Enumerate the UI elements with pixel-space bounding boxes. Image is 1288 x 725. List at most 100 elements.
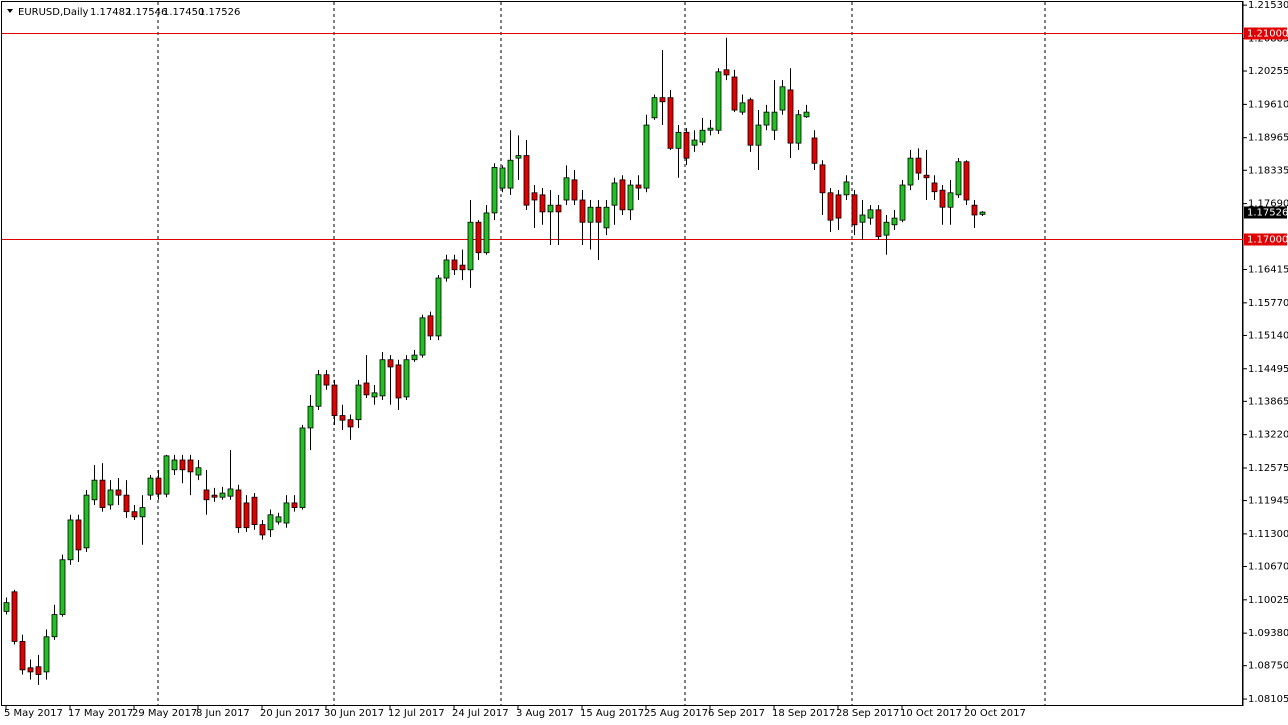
x-tick-label: 15 Aug 2017 <box>580 708 644 719</box>
y-tick-label: 1.20255 <box>1248 66 1288 77</box>
candle-body <box>483 212 490 254</box>
candle-body <box>555 204 562 213</box>
candle-body <box>27 667 34 673</box>
candle-body <box>875 209 882 238</box>
candle-body <box>467 221 474 271</box>
candle-body <box>59 559 66 615</box>
candle-body <box>459 264 466 271</box>
candle-body <box>611 182 618 206</box>
y-tick-label: 1.10025 <box>1248 595 1288 606</box>
y-tick-label: 1.17690 <box>1248 199 1288 210</box>
candle-body <box>931 182 938 193</box>
price-label-box <box>1244 27 1287 40</box>
candle-body <box>347 419 354 428</box>
menu-triangle[interactable] <box>7 9 13 13</box>
candle-body <box>243 502 250 529</box>
candle-body <box>11 591 18 642</box>
candle-body <box>691 139 698 146</box>
candle-body <box>755 124 762 146</box>
y-tick-label: 1.13865 <box>1248 396 1288 407</box>
price-label: 1.21000 <box>1247 29 1288 40</box>
candle-body <box>595 206 602 223</box>
x-tick-label: 10 Oct 2017 <box>900 708 962 719</box>
x-tick-label: 6 Sep 2017 <box>708 708 765 719</box>
candle-body <box>515 155 522 159</box>
candle-body <box>35 666 42 675</box>
candle-body <box>651 97 658 119</box>
candle-body <box>739 102 746 113</box>
candle-body <box>763 111 770 126</box>
candle-body <box>235 489 242 529</box>
candle-body <box>339 415 346 421</box>
candle-body <box>299 427 306 508</box>
y-tick-label: 1.13220 <box>1248 430 1288 441</box>
candle-body <box>571 179 578 201</box>
candle-body <box>99 479 106 508</box>
header-high: 1.17546 <box>126 7 167 18</box>
y-tick-label: 1.08750 <box>1248 661 1288 672</box>
y-tick-label: 1.14495 <box>1248 364 1288 375</box>
candle-body <box>731 76 738 111</box>
candle-body <box>659 97 666 103</box>
candle-body <box>435 277 442 337</box>
candle-body <box>619 179 626 211</box>
candle-body <box>179 459 186 471</box>
candle-body <box>507 159 514 189</box>
candle-body <box>251 496 258 526</box>
symbol-label: EURUSD,Daily <box>18 7 89 18</box>
price-label: 1.17000 <box>1247 235 1288 246</box>
candle-body <box>19 641 26 671</box>
candle-body <box>187 459 194 473</box>
candle-body <box>939 189 946 208</box>
candle-body <box>411 354 418 361</box>
candle-body <box>923 174 930 179</box>
candle-body <box>635 184 642 189</box>
candle-body <box>259 524 266 536</box>
candle-body <box>747 99 754 146</box>
header-open: 1.17482 <box>90 7 131 18</box>
candle-body <box>123 494 130 513</box>
candle-body <box>803 111 810 118</box>
x-tick-label: 17 May 2017 <box>68 708 133 719</box>
header-low: 1.17450 <box>163 7 204 18</box>
x-tick-label: 25 Aug 2017 <box>644 708 708 719</box>
candle-body <box>131 511 138 518</box>
candle-body <box>91 479 98 501</box>
candle-body <box>699 129 706 143</box>
y-tick-label: 1.21530 <box>1248 0 1288 11</box>
candle-body <box>827 192 834 221</box>
x-tick-label: 8 Jun 2017 <box>196 708 250 719</box>
y-tick-label: 1.15770 <box>1248 298 1288 309</box>
candle-body <box>475 221 482 254</box>
x-tick-label: 5 May 2017 <box>4 708 63 719</box>
candle-body <box>419 317 426 356</box>
candle-body <box>643 124 650 189</box>
candle-body <box>675 131 682 149</box>
candle-body <box>203 489 210 501</box>
candle-body <box>67 519 74 561</box>
header-close: 1.17526 <box>199 7 240 18</box>
candle-body <box>795 114 802 144</box>
x-tick-label: 24 Jul 2017 <box>452 708 509 719</box>
x-tick-label: 20 Jun 2017 <box>260 708 320 719</box>
candle-body <box>363 382 370 396</box>
candle-body <box>115 489 122 496</box>
x-tick-label: 28 Sep 2017 <box>836 708 899 719</box>
candle-body <box>155 477 162 495</box>
candle-body <box>83 494 90 549</box>
candle-body <box>811 137 818 164</box>
candle-body <box>715 71 722 131</box>
y-tick-label: 1.08105 <box>1248 694 1288 705</box>
candle-body <box>491 167 498 214</box>
x-tick-label: 12 Jul 2017 <box>388 708 445 719</box>
candle-body <box>683 131 690 159</box>
candle-body <box>43 636 50 673</box>
candle-body <box>979 211 986 215</box>
y-tick-label: 1.16415 <box>1248 265 1288 276</box>
candle-body <box>107 489 114 506</box>
y-tick-label: 1.18965 <box>1248 133 1288 144</box>
candle-body <box>355 384 362 421</box>
